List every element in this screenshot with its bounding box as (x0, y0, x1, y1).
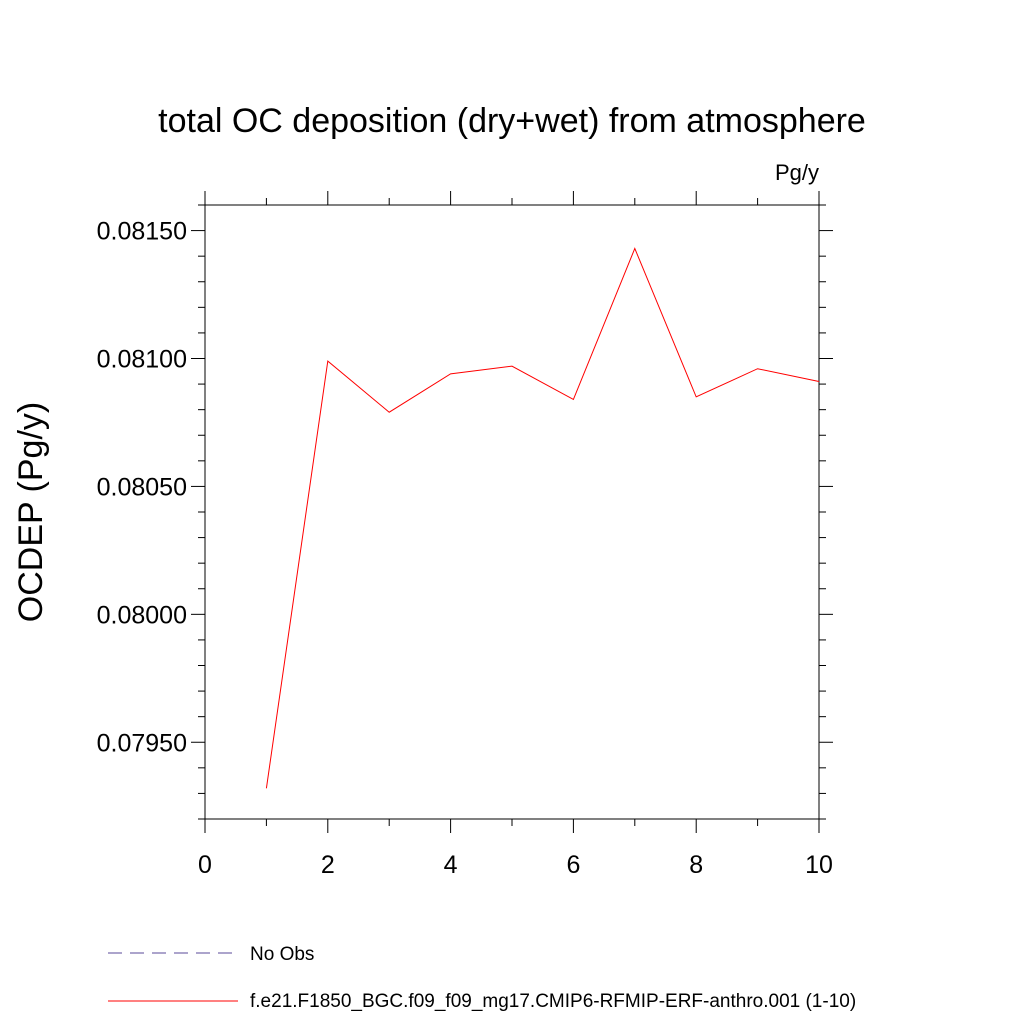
x-tick-label: 6 (566, 851, 580, 879)
series-line-0 (265, 247, 820, 789)
x-tick-label: 4 (444, 851, 458, 879)
x-axis-ticks: 0 2 4 6 8 10 (198, 191, 833, 879)
plot-frame (204, 204, 820, 820)
y-axis-ticks: 0.07950 0.08000 0.08050 0.08100 0.08150 (97, 204, 833, 820)
x-tick-label: 0 (198, 851, 212, 879)
units-label: Pg/y (775, 160, 819, 185)
y-tick-label: 0.08050 (97, 473, 187, 501)
x-tick-label: 10 (805, 851, 833, 879)
y-tick-label: 0.08100 (97, 346, 187, 374)
legend-label-series: f.e21.F1850_BGC.f09_f09_mg17.CMIP6-RFMIP… (250, 991, 856, 1012)
x-tick-label: 8 (689, 851, 703, 879)
y-tick-label: 0.08150 (97, 218, 187, 246)
x-tick-label: 2 (321, 851, 335, 879)
y-tick-label: 0.07950 (97, 729, 187, 757)
legend: No Obs f.e21.F1850_BGC.f09_f09_mg17.CMIP… (108, 944, 856, 1012)
legend-label-no-obs: No Obs (250, 944, 314, 965)
y-axis-label: OCDEP (Pg/y) (12, 402, 50, 622)
chart-title: total OC deposition (dry+wet) from atmos… (158, 102, 866, 140)
y-tick-label: 0.08000 (97, 601, 187, 629)
series-layer (265, 247, 820, 789)
